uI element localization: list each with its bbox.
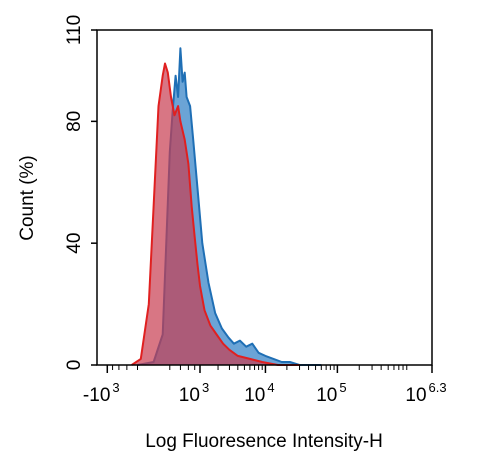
x-axis: -10 3 10 3 10 4 10 5 10 6.3 (83, 365, 447, 406)
x-tick-label: -10 3 (83, 380, 120, 406)
x-tick-label: 10 3 (179, 380, 209, 406)
plot-frame (96, 29, 433, 366)
x-axis-label: Log Fluoresence Intensity-H (145, 431, 383, 452)
series-2-area (131, 63, 300, 365)
x-tick-label: 10 4 (244, 380, 274, 406)
plot-area (131, 47, 322, 366)
y-axis: 0 40 80 110 (64, 15, 97, 370)
y-tick-label: 80 (64, 111, 85, 132)
y-tick-label: 110 (64, 15, 85, 45)
series-2-line (131, 62, 300, 366)
y-tick-label: 0 (64, 360, 85, 371)
y-axis-label: Count (%) (17, 155, 38, 241)
x-tick-label: 10 6.3 (405, 380, 446, 406)
x-tick-label: 10 5 (316, 380, 346, 406)
y-tick-label: 40 (64, 233, 85, 254)
